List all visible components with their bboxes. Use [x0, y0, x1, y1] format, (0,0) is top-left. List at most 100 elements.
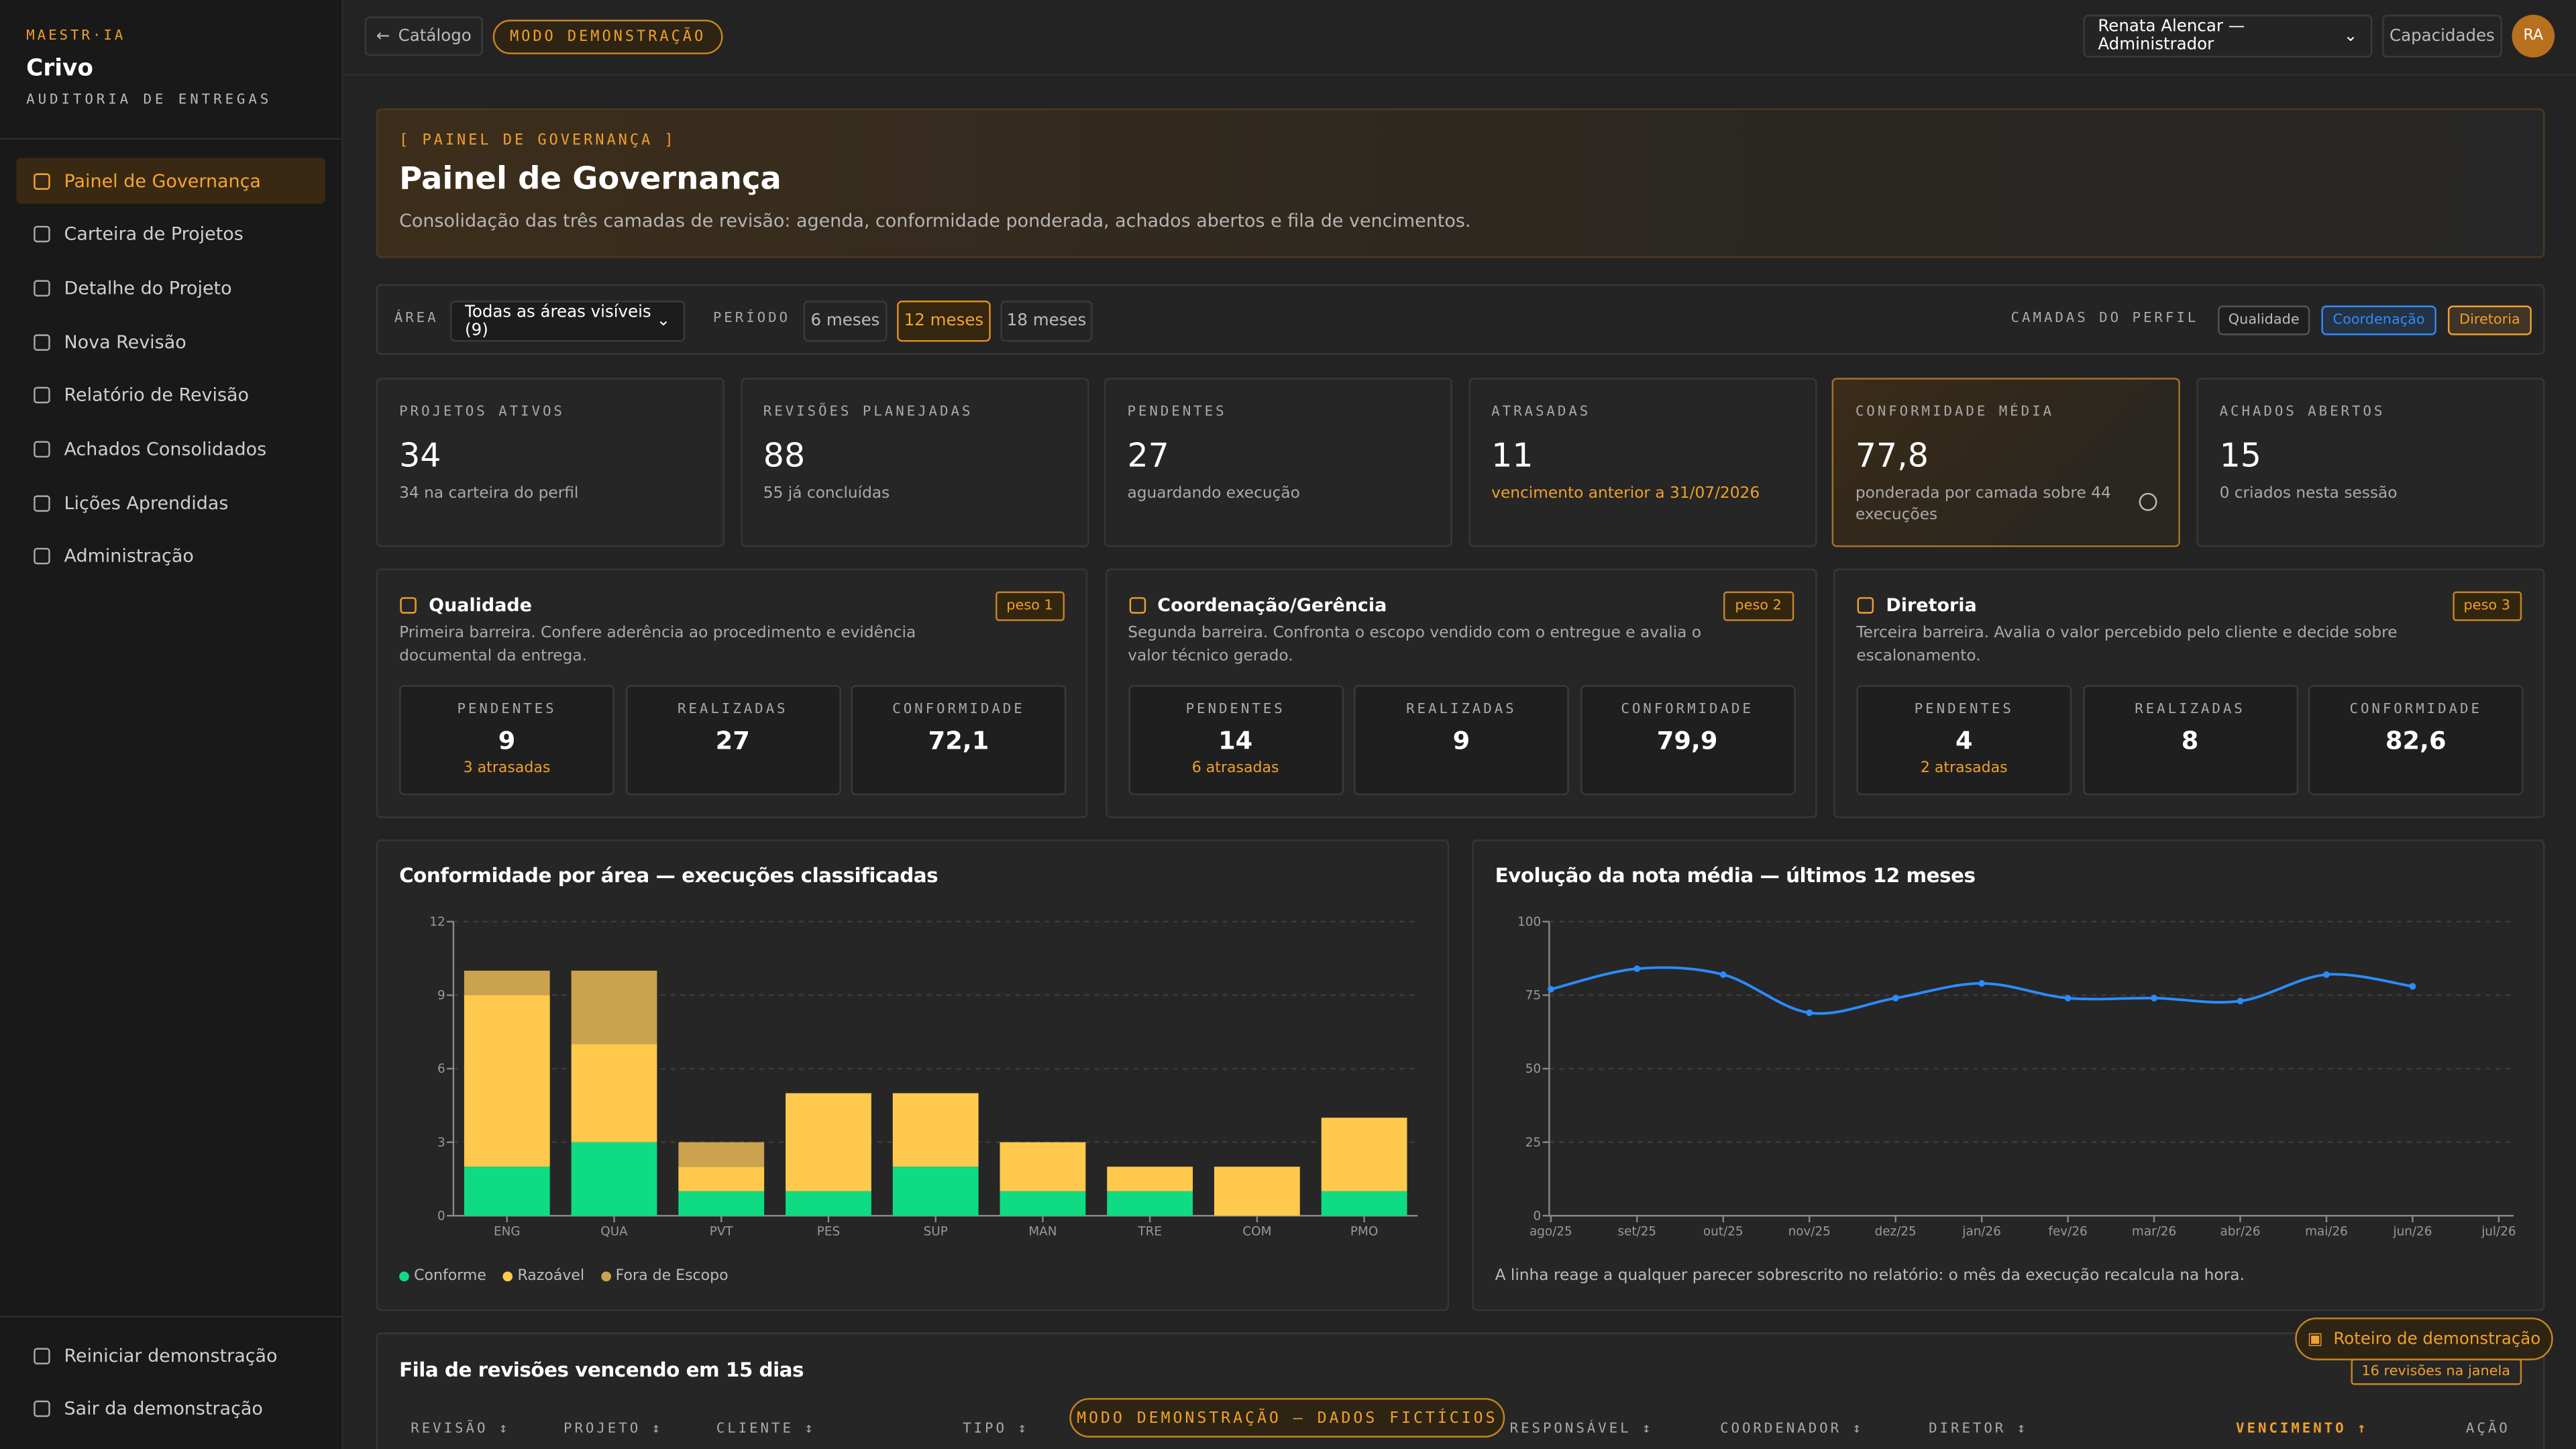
line	[1550, 966, 2413, 1015]
layer-card: Diretoria peso 3 Terceira barreira. Avalia…	[1833, 568, 2545, 818]
tour-button[interactable]: ▣ Roteiro de demonstração	[2295, 1318, 2553, 1360]
stat-label: REALIZADAS	[677, 701, 788, 718]
nav-label: Detalhe do Projeto	[64, 277, 232, 299]
column-header[interactable]: COORDENADOR ↕	[1720, 1421, 1864, 1438]
legend-item: Razoável	[502, 1269, 584, 1285]
nav-label: Carteira de Projetos	[64, 223, 244, 246]
column-header[interactable]: RESPONSÁVEL ↕	[1509, 1421, 1654, 1438]
nav-item[interactable]: Painel de Governança	[16, 158, 325, 204]
kpi-note: vencimento anterior a 31/07/2026	[1491, 484, 1760, 503]
icon-shape	[34, 280, 50, 297]
avatar[interactable]: RA	[2512, 15, 2555, 58]
footer-item[interactable]: Sair da demonstração	[16, 1386, 325, 1432]
x-tick-label: QUA	[600, 1225, 628, 1239]
stat-value: 14	[1218, 726, 1253, 756]
x-tick-label: ago/25	[1529, 1225, 1572, 1239]
icon-shape	[34, 1400, 50, 1417]
bar-segment	[892, 1167, 979, 1216]
kpi-card: ATRASADAS 11 vencimento anterior a 31/07/2…	[1468, 378, 1817, 547]
nav-item[interactable]: Nova Revisão	[16, 319, 325, 365]
hero-title: Painel de Governança	[399, 161, 782, 197]
kpi-value: 88	[763, 435, 806, 475]
queue-title: Fila de revisões vencendo em 15 dias	[399, 1358, 804, 1382]
y-tick-label: 100	[1517, 915, 1541, 929]
demo-banner: MODO DEMONSTRAÇÃO — DADOS FICTÍCIOS	[1069, 1398, 1505, 1438]
bar-segment	[464, 1167, 550, 1216]
point	[1892, 994, 1899, 1002]
x-tick-label: abr/26	[2220, 1225, 2261, 1239]
layer-weight: peso 1	[995, 591, 1065, 621]
layers-label: CAMADAS DO PERFIL	[2010, 310, 2199, 327]
chart: 0 3 6 9 12 ENG QUA PVT PES SUP MAN TRE COM PMO	[429, 915, 1418, 1239]
x-tick-label: jan/26	[1962, 1225, 2001, 1239]
x-tick-label: fev/26	[2049, 1225, 2088, 1239]
user-select[interactable]: Renata Alencar — Administrador ⌄	[2083, 15, 2373, 58]
x-tick-label: out/25	[1703, 1225, 1743, 1239]
layer-weight: peso 3	[2452, 591, 2522, 621]
capabilities-button[interactable]: Capacidades	[2382, 15, 2502, 58]
layer-card: Qualidade peso 1 Primeira barreira. Confer…	[376, 568, 1088, 818]
stat-label: REALIZADAS	[1406, 701, 1517, 718]
x-tick-label: jun/26	[2392, 1225, 2432, 1239]
period-button[interactable]: 12 meses	[897, 301, 991, 342]
point	[2323, 971, 2330, 978]
tour-label: Roteiro de demonstração	[2333, 1330, 2541, 1348]
point	[2237, 998, 2244, 1005]
column-header[interactable]: CLIENTE ↕	[716, 1421, 816, 1438]
stat-value: 27	[715, 726, 750, 756]
stat-value: 79,9	[1656, 726, 1718, 756]
y-tick-label: 0	[1533, 1209, 1541, 1223]
nav-item[interactable]: Detalhe do Projeto	[16, 265, 325, 311]
icon	[34, 441, 50, 458]
nav-item[interactable]: Carteira de Projetos	[16, 211, 325, 258]
legend-label: Conforme	[414, 1268, 486, 1285]
layer-stat: REALIZADAS 8	[2082, 685, 2298, 796]
hero-tag: [ PAINEL DE GOVERNANÇA ]	[399, 133, 676, 150]
layer-weight: peso 2	[1723, 591, 1794, 621]
column-header[interactable]: VENCIMENTO ↑	[2236, 1421, 2369, 1438]
nav-item[interactable]: Relatório de Revisão	[16, 372, 325, 419]
column-header[interactable]: DIRETOR ↕	[1929, 1421, 2029, 1438]
area-select[interactable]: Todas as áreas visíveis (9) ⌄	[450, 301, 686, 342]
kpi-card: ACHADOS ABERTOS 15 0 criados nesta sessão	[2196, 378, 2545, 547]
kpi-card: REVISÕES PLANEJADAS 88 55 já concluídas	[740, 378, 1089, 547]
stat-label: PENDENTES	[1914, 701, 2014, 718]
layer-stat: CONFORMIDADE 82,6	[2308, 685, 2524, 796]
legend-swatch	[600, 1271, 611, 1282]
period-button[interactable]: 6 meses	[803, 301, 888, 342]
column-header[interactable]: PROJETO ↕	[564, 1421, 663, 1438]
column-header[interactable]: AÇÃO	[2465, 1421, 2510, 1438]
column-header[interactable]: REVISÃO ↕	[411, 1421, 511, 1438]
column-header[interactable]: TIPO ↕	[963, 1421, 1029, 1438]
nav-label: Administração	[64, 546, 194, 568]
icon-shape	[1128, 597, 1145, 614]
stat-value: 9	[1452, 726, 1470, 756]
stat-label: PENDENTES	[1185, 701, 1285, 718]
y-tick-label: 50	[1525, 1062, 1541, 1076]
stat-value: 72,1	[928, 726, 989, 756]
icon-shape	[34, 226, 50, 243]
footer-item[interactable]: Reiniciar demonstração	[16, 1332, 325, 1379]
kpi-value: 27	[1127, 435, 1169, 475]
x-tick-label: PMO	[1350, 1225, 1378, 1239]
area-label: ÁREA	[394, 310, 439, 327]
nav-item[interactable]: Administração	[16, 534, 325, 580]
bar-segment	[1321, 1118, 1407, 1191]
help-icon[interactable]	[2139, 492, 2158, 511]
layer-stat: CONFORMIDADE 79,9	[1579, 685, 1795, 796]
back-button[interactable]: ← Catálogo	[364, 16, 484, 56]
layer-stat: PENDENTES 9 3 atrasadas	[399, 685, 614, 796]
layer-title: Qualidade	[429, 594, 532, 616]
nav-item[interactable]: Lições Aprendidas	[16, 480, 325, 527]
legend-swatch	[502, 1271, 513, 1282]
period-button[interactable]: 18 meses	[1000, 301, 1093, 342]
layer-card: Coordenação/Gerência peso 2 Segunda barrei…	[1104, 568, 1817, 818]
bar-segment	[892, 1093, 979, 1167]
nav-item[interactable]: Achados Consolidados	[16, 427, 325, 473]
y-tick-label: 75	[1525, 989, 1541, 1003]
bar-segment	[678, 1142, 765, 1167]
kpi-card: PROJETOS ATIVOS 34 34 na carteira do perfi…	[376, 378, 725, 547]
layer-title: Coordenação/Gerência	[1157, 594, 1387, 616]
x-tick-label: mar/26	[2132, 1225, 2176, 1239]
layer-stat: REALIZADAS 27	[625, 685, 841, 796]
